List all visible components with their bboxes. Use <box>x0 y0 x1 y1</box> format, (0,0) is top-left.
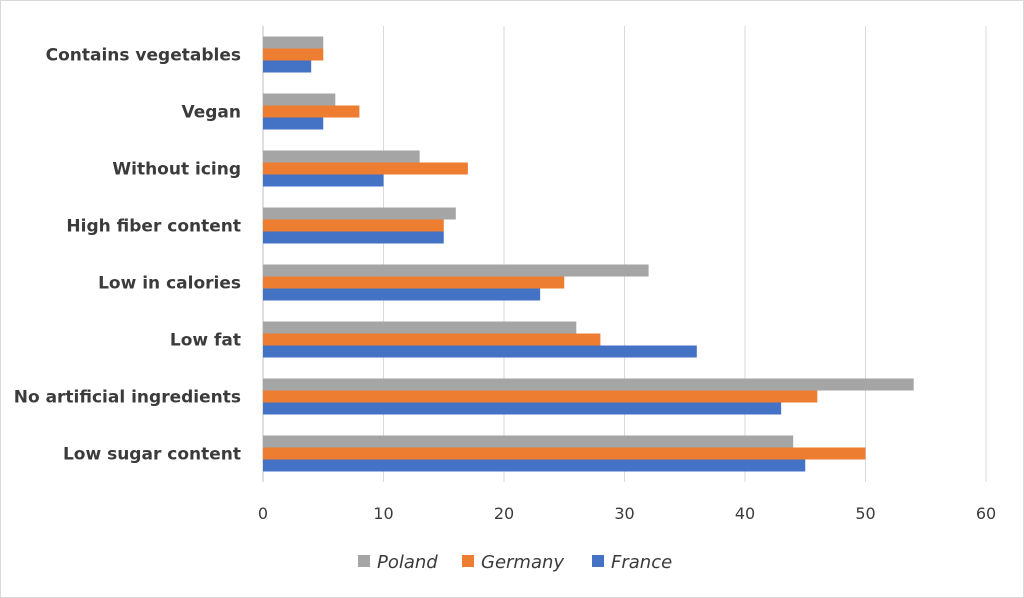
legend-label-france: France <box>611 552 672 573</box>
bar-poland-5 <box>263 150 420 163</box>
bar-germany-5 <box>263 162 468 175</box>
legend-swatch-germany <box>462 555 474 567</box>
bar-france-0 <box>263 459 806 472</box>
legend-label-poland: Poland <box>377 552 438 573</box>
bar-poland-2 <box>263 321 577 334</box>
x-tick-label: 60 <box>976 504 996 523</box>
category-label: Low in calories <box>98 274 241 294</box>
bar-germany-2 <box>263 333 601 346</box>
bar-france-2 <box>263 345 697 358</box>
bar-france-4 <box>263 231 444 244</box>
gridlines <box>262 26 987 482</box>
bar-germany-0 <box>263 447 866 460</box>
bar-germany-4 <box>263 219 444 232</box>
legend-swatch-poland <box>358 555 370 567</box>
bar-germany-6 <box>263 105 360 118</box>
bar-poland-6 <box>263 93 336 106</box>
bar-france-6 <box>263 117 324 130</box>
bar-france-7 <box>263 60 312 73</box>
x-tick-label: 40 <box>735 504 755 523</box>
legend-label-germany: Germany <box>481 552 564 573</box>
x-tick-label: 50 <box>855 504 875 523</box>
legend-swatch-france <box>592 555 604 567</box>
bar-germany-3 <box>263 276 565 289</box>
x-tick-label: 30 <box>614 504 634 523</box>
category-label: High fiber content <box>66 217 241 237</box>
x-tick-label: 20 <box>494 504 514 523</box>
bar-germany-7 <box>263 48 324 61</box>
bar-poland-0 <box>263 435 794 448</box>
category-label: Without icing <box>112 160 241 180</box>
bar-france-5 <box>263 174 384 187</box>
category-label: Contains vegetables <box>46 46 241 66</box>
category-label: Low fat <box>170 331 241 351</box>
category-labels: Low sugar content No artificial ingredien… <box>14 46 241 465</box>
x-tick-label: 0 <box>258 504 268 523</box>
bar-france-1 <box>263 402 782 415</box>
category-label: No artificial ingredients <box>14 388 241 408</box>
bar-germany-1 <box>263 390 818 403</box>
category-label: Vegan <box>182 103 242 123</box>
category-label: Low sugar content <box>63 445 241 465</box>
bar-poland-3 <box>263 264 649 277</box>
bar-poland-1 <box>263 378 914 391</box>
legend: Poland Germany France <box>358 552 672 573</box>
x-axis-tick-labels: 0 10 20 30 40 50 60 <box>258 504 996 523</box>
x-tick-label: 10 <box>373 504 393 523</box>
bar-france-3 <box>263 288 541 301</box>
bar-poland-4 <box>263 207 456 220</box>
bars <box>263 36 914 472</box>
bar-poland-7 <box>263 36 324 49</box>
